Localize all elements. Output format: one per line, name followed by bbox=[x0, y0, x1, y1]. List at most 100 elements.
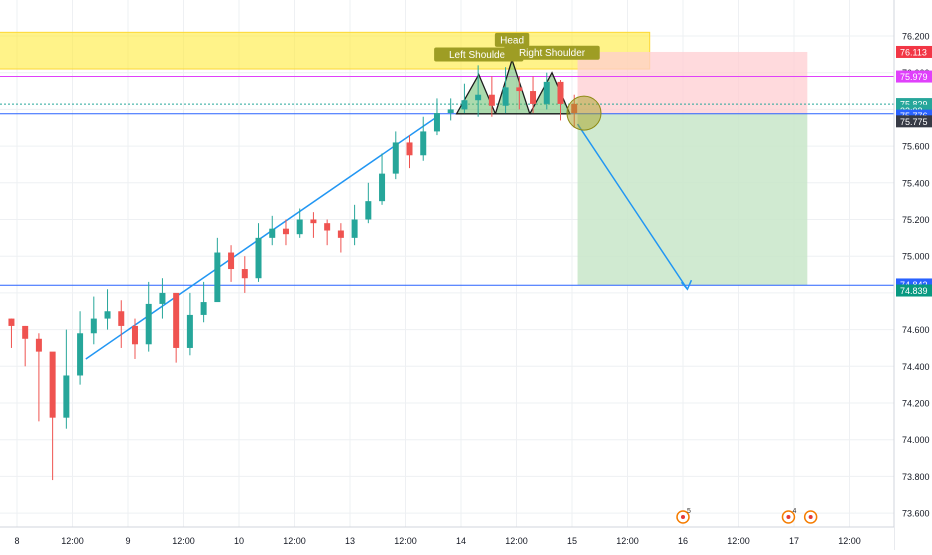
pattern-label-box bbox=[494, 32, 530, 47]
candle-body[interactable] bbox=[131, 325, 138, 345]
candle-body[interactable] bbox=[379, 173, 386, 202]
candle-body[interactable] bbox=[35, 338, 42, 352]
candle-body[interactable] bbox=[337, 230, 344, 238]
pattern-label-box bbox=[504, 45, 600, 60]
candle-body[interactable] bbox=[351, 219, 358, 238]
price-tag-label: 75.829 bbox=[900, 100, 928, 110]
time-tick-label: 17 bbox=[789, 536, 799, 546]
time-tick-label: 12:00 bbox=[283, 536, 306, 546]
time-tick-label: 12:00 bbox=[727, 536, 750, 546]
price-tick-label: 74.200 bbox=[902, 399, 930, 409]
price-tag-label: 75.775 bbox=[900, 117, 928, 127]
candle-body[interactable] bbox=[159, 292, 166, 304]
event-dot bbox=[681, 515, 685, 519]
price-tag bbox=[896, 115, 932, 128]
candle-body[interactable] bbox=[461, 100, 468, 110]
candle-body[interactable] bbox=[502, 87, 509, 106]
price-tick-label: 74.400 bbox=[902, 362, 930, 372]
candle-body[interactable] bbox=[145, 303, 152, 345]
pattern-label: Left Shoulder bbox=[449, 50, 509, 61]
candle-body[interactable] bbox=[269, 228, 276, 238]
candle-body[interactable] bbox=[22, 325, 29, 339]
candle-body[interactable] bbox=[447, 109, 454, 114]
price-tag bbox=[896, 45, 932, 58]
price-tick-label: 73.600 bbox=[902, 509, 930, 519]
time-tick-label: 12:00 bbox=[394, 536, 417, 546]
price-tick-label: 73.800 bbox=[902, 472, 930, 482]
price-tick-label: 74.000 bbox=[902, 435, 930, 445]
time-tick-label: 9 bbox=[125, 536, 130, 546]
price-tag bbox=[896, 284, 932, 297]
event-dot bbox=[808, 515, 813, 519]
time-axis-labels: 8 12:00 9 12:00 10 12:00 13 12:00 14 12:00 15 12:00… bbox=[14, 536, 860, 546]
candle-body[interactable] bbox=[214, 252, 221, 303]
pattern-label: Head bbox=[500, 35, 524, 46]
time-tick-label: 14 bbox=[456, 536, 466, 546]
time-axis[interactable] bbox=[0, 527, 894, 550]
candle-body[interactable] bbox=[516, 87, 523, 92]
candles bbox=[8, 65, 578, 481]
candle-body[interactable] bbox=[90, 318, 97, 334]
candle-body[interactable] bbox=[488, 94, 495, 106]
candle-body[interactable] bbox=[406, 142, 413, 156]
candle-body[interactable] bbox=[324, 223, 331, 231]
candle-body[interactable] bbox=[63, 375, 70, 418]
price-tick-label: 75.200 bbox=[902, 215, 930, 225]
candle-body[interactable] bbox=[118, 311, 125, 326]
candle-body[interactable] bbox=[433, 113, 440, 132]
candle-body[interactable] bbox=[530, 91, 537, 104]
candle-body[interactable] bbox=[475, 94, 482, 101]
time-tick-label: 12:00 bbox=[61, 536, 84, 546]
time-tick-label: 16 bbox=[678, 536, 688, 546]
time-tick-label: 12:00 bbox=[172, 536, 195, 546]
trendline[interactable] bbox=[576, 123, 689, 290]
candle-body[interactable] bbox=[200, 302, 207, 315]
price-tick-label: 75.400 bbox=[902, 178, 930, 188]
candle-body[interactable] bbox=[173, 292, 180, 348]
price-tick-label: 75.600 bbox=[902, 142, 930, 152]
event-count: 4 bbox=[792, 508, 796, 515]
pattern-label-box bbox=[434, 47, 524, 62]
candle-body[interactable] bbox=[8, 318, 15, 326]
pattern-labels: Left Shoulder Head Right Shoulder bbox=[434, 32, 600, 62]
event-dot bbox=[786, 515, 791, 519]
price-tick-label: 75.000 bbox=[902, 252, 930, 262]
stop-loss-zone[interactable] bbox=[577, 51, 808, 114]
price-axis[interactable] bbox=[894, 0, 932, 550]
candle-body[interactable] bbox=[420, 131, 427, 156]
candle-body[interactable] bbox=[77, 333, 84, 376]
pattern-label: Right Shoulder bbox=[519, 48, 586, 59]
event-count: 5 bbox=[687, 508, 691, 515]
candle-body[interactable] bbox=[543, 81, 550, 104]
candle-body[interactable] bbox=[186, 314, 193, 348]
candle-body[interactable] bbox=[296, 219, 303, 235]
take-profit-zone[interactable] bbox=[577, 113, 808, 286]
price-tag-label: 75.979 bbox=[900, 72, 928, 82]
candle-body[interactable] bbox=[365, 201, 372, 220]
price-tag-label: 76.113 bbox=[900, 47, 927, 57]
candle-body[interactable] bbox=[104, 311, 111, 319]
time-tick-label: 15 bbox=[567, 536, 577, 546]
candle-body[interactable] bbox=[557, 81, 564, 104]
time-tick-label: 10 bbox=[234, 536, 244, 546]
time-tick-label: 12:00 bbox=[616, 536, 639, 546]
price-tag bbox=[896, 70, 932, 83]
time-tick-label: 12:00 bbox=[838, 536, 861, 546]
price-tick-label: 74.600 bbox=[902, 325, 930, 335]
price-tick-label: 76.200 bbox=[902, 32, 930, 42]
breakout-marker[interactable] bbox=[566, 95, 602, 131]
candle-body[interactable] bbox=[241, 269, 248, 279]
time-tick-label: 13 bbox=[345, 536, 355, 546]
candle-body[interactable] bbox=[255, 237, 262, 279]
time-tick-label: 12:00 bbox=[505, 536, 528, 546]
candle-body[interactable] bbox=[49, 351, 56, 418]
projection-arrowhead bbox=[680, 279, 693, 291]
candle-body[interactable] bbox=[282, 228, 289, 235]
candle-body[interactable] bbox=[310, 219, 317, 224]
candle-body[interactable] bbox=[228, 252, 235, 270]
time-tick-label: 8 bbox=[14, 536, 19, 546]
candle-body[interactable] bbox=[392, 142, 399, 174]
price-tag-label: 74.839 bbox=[900, 286, 928, 296]
